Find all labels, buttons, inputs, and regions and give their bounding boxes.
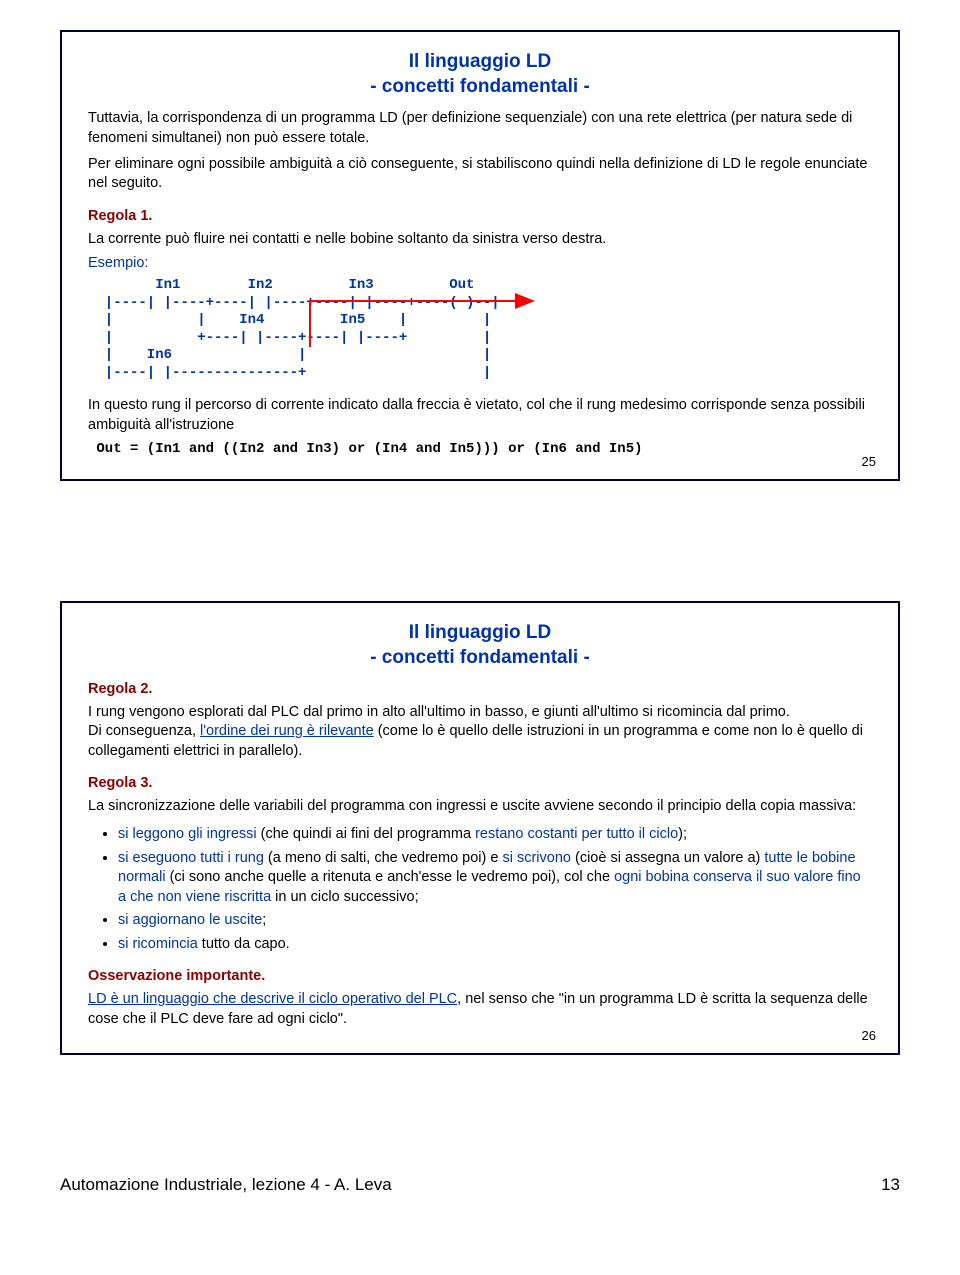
bullet-list: si leggono gli ingressi (che quindi ai f… (118, 825, 872, 954)
esempio-label: Esempio: (88, 255, 872, 271)
regola-1-text: La corrente può fluire nei contatti e ne… (88, 230, 872, 250)
slide-26: Il linguaggio LD - concetti fondamentali… (60, 601, 900, 1055)
text: Di conseguenza, (88, 723, 200, 739)
text: si leggono gli ingressi (118, 826, 257, 842)
paragraph: Per eliminare ogni possibile ambiguità a… (88, 155, 872, 194)
output-expression: Out = (In1 and ((In2 and In3) or (In4 an… (88, 441, 872, 457)
page-footer: Automazione Industriale, lezione 4 - A. … (60, 1175, 900, 1195)
osservazione-label: Osservazione importante. (88, 968, 872, 984)
text: si scrivono (502, 850, 571, 866)
list-item: si ricomincia tutto da capo. (118, 935, 872, 955)
title-line-1: Il linguaggio LD (409, 622, 551, 643)
regola-3-label: Regola 3. (88, 775, 872, 791)
list-item: si leggono gli ingressi (che quindi ai f… (118, 825, 872, 845)
title-line-2: - concetti fondamentali - (370, 76, 590, 97)
page-number: 13 (881, 1175, 900, 1195)
slide-title: Il linguaggio LD - concetti fondamentali… (88, 621, 872, 670)
paragraph: Tuttavia, la corrispondenza di un progra… (88, 109, 872, 148)
title-line-2: - concetti fondamentali - (370, 647, 590, 668)
slide-number: 25 (862, 454, 876, 469)
slide-title: Il linguaggio LD - concetti fondamentali… (88, 50, 872, 99)
text: si eseguono tutti i rung (118, 850, 264, 866)
text: (a meno di salti, che vedremo poi) e (264, 850, 503, 866)
slide-number: 26 (862, 1028, 876, 1043)
list-item: si aggiornano le uscite; (118, 911, 872, 931)
underlined-text: l'ordine dei rung è rilevante (200, 723, 374, 739)
text: in un ciclo successivo; (271, 889, 418, 905)
ladder-code: In1 In2 In3 Out |----| |----+----| |----… (88, 277, 872, 382)
regola-2-label: Regola 2. (88, 681, 872, 697)
text: (che quindi ai fini del programma (257, 826, 475, 842)
text: (ci sono anche quelle a ritenuta e anch'… (166, 869, 615, 885)
regola-3-intro: La sincronizzazione delle variabili del … (88, 797, 872, 817)
regola-1-label: Regola 1. (88, 208, 872, 224)
list-item: si eseguono tutti i rung (a meno di salt… (118, 849, 872, 908)
regola-2-text: I rung vengono esplorati dal PLC dal pri… (88, 703, 872, 762)
text: ; (262, 912, 266, 928)
text: tutto da capo. (198, 936, 290, 952)
slide-25: Il linguaggio LD - concetti fondamentali… (60, 30, 900, 481)
text: si aggiornano le uscite (118, 912, 262, 928)
title-line-1: Il linguaggio LD (409, 51, 551, 72)
text: si ricomincia (118, 936, 198, 952)
osservazione-text: LD è un linguaggio che descrive il ciclo… (88, 990, 872, 1029)
text: ); (678, 826, 687, 842)
text: I rung vengono esplorati dal PLC dal pri… (88, 704, 790, 720)
text: restano costanti per tutto il ciclo (475, 826, 678, 842)
text: (cioè si assegna un valore a) (571, 850, 764, 866)
paragraph: In questo rung il percorso di corrente i… (88, 396, 872, 435)
underlined-text: LD è un linguaggio che descrive il ciclo… (88, 991, 457, 1007)
